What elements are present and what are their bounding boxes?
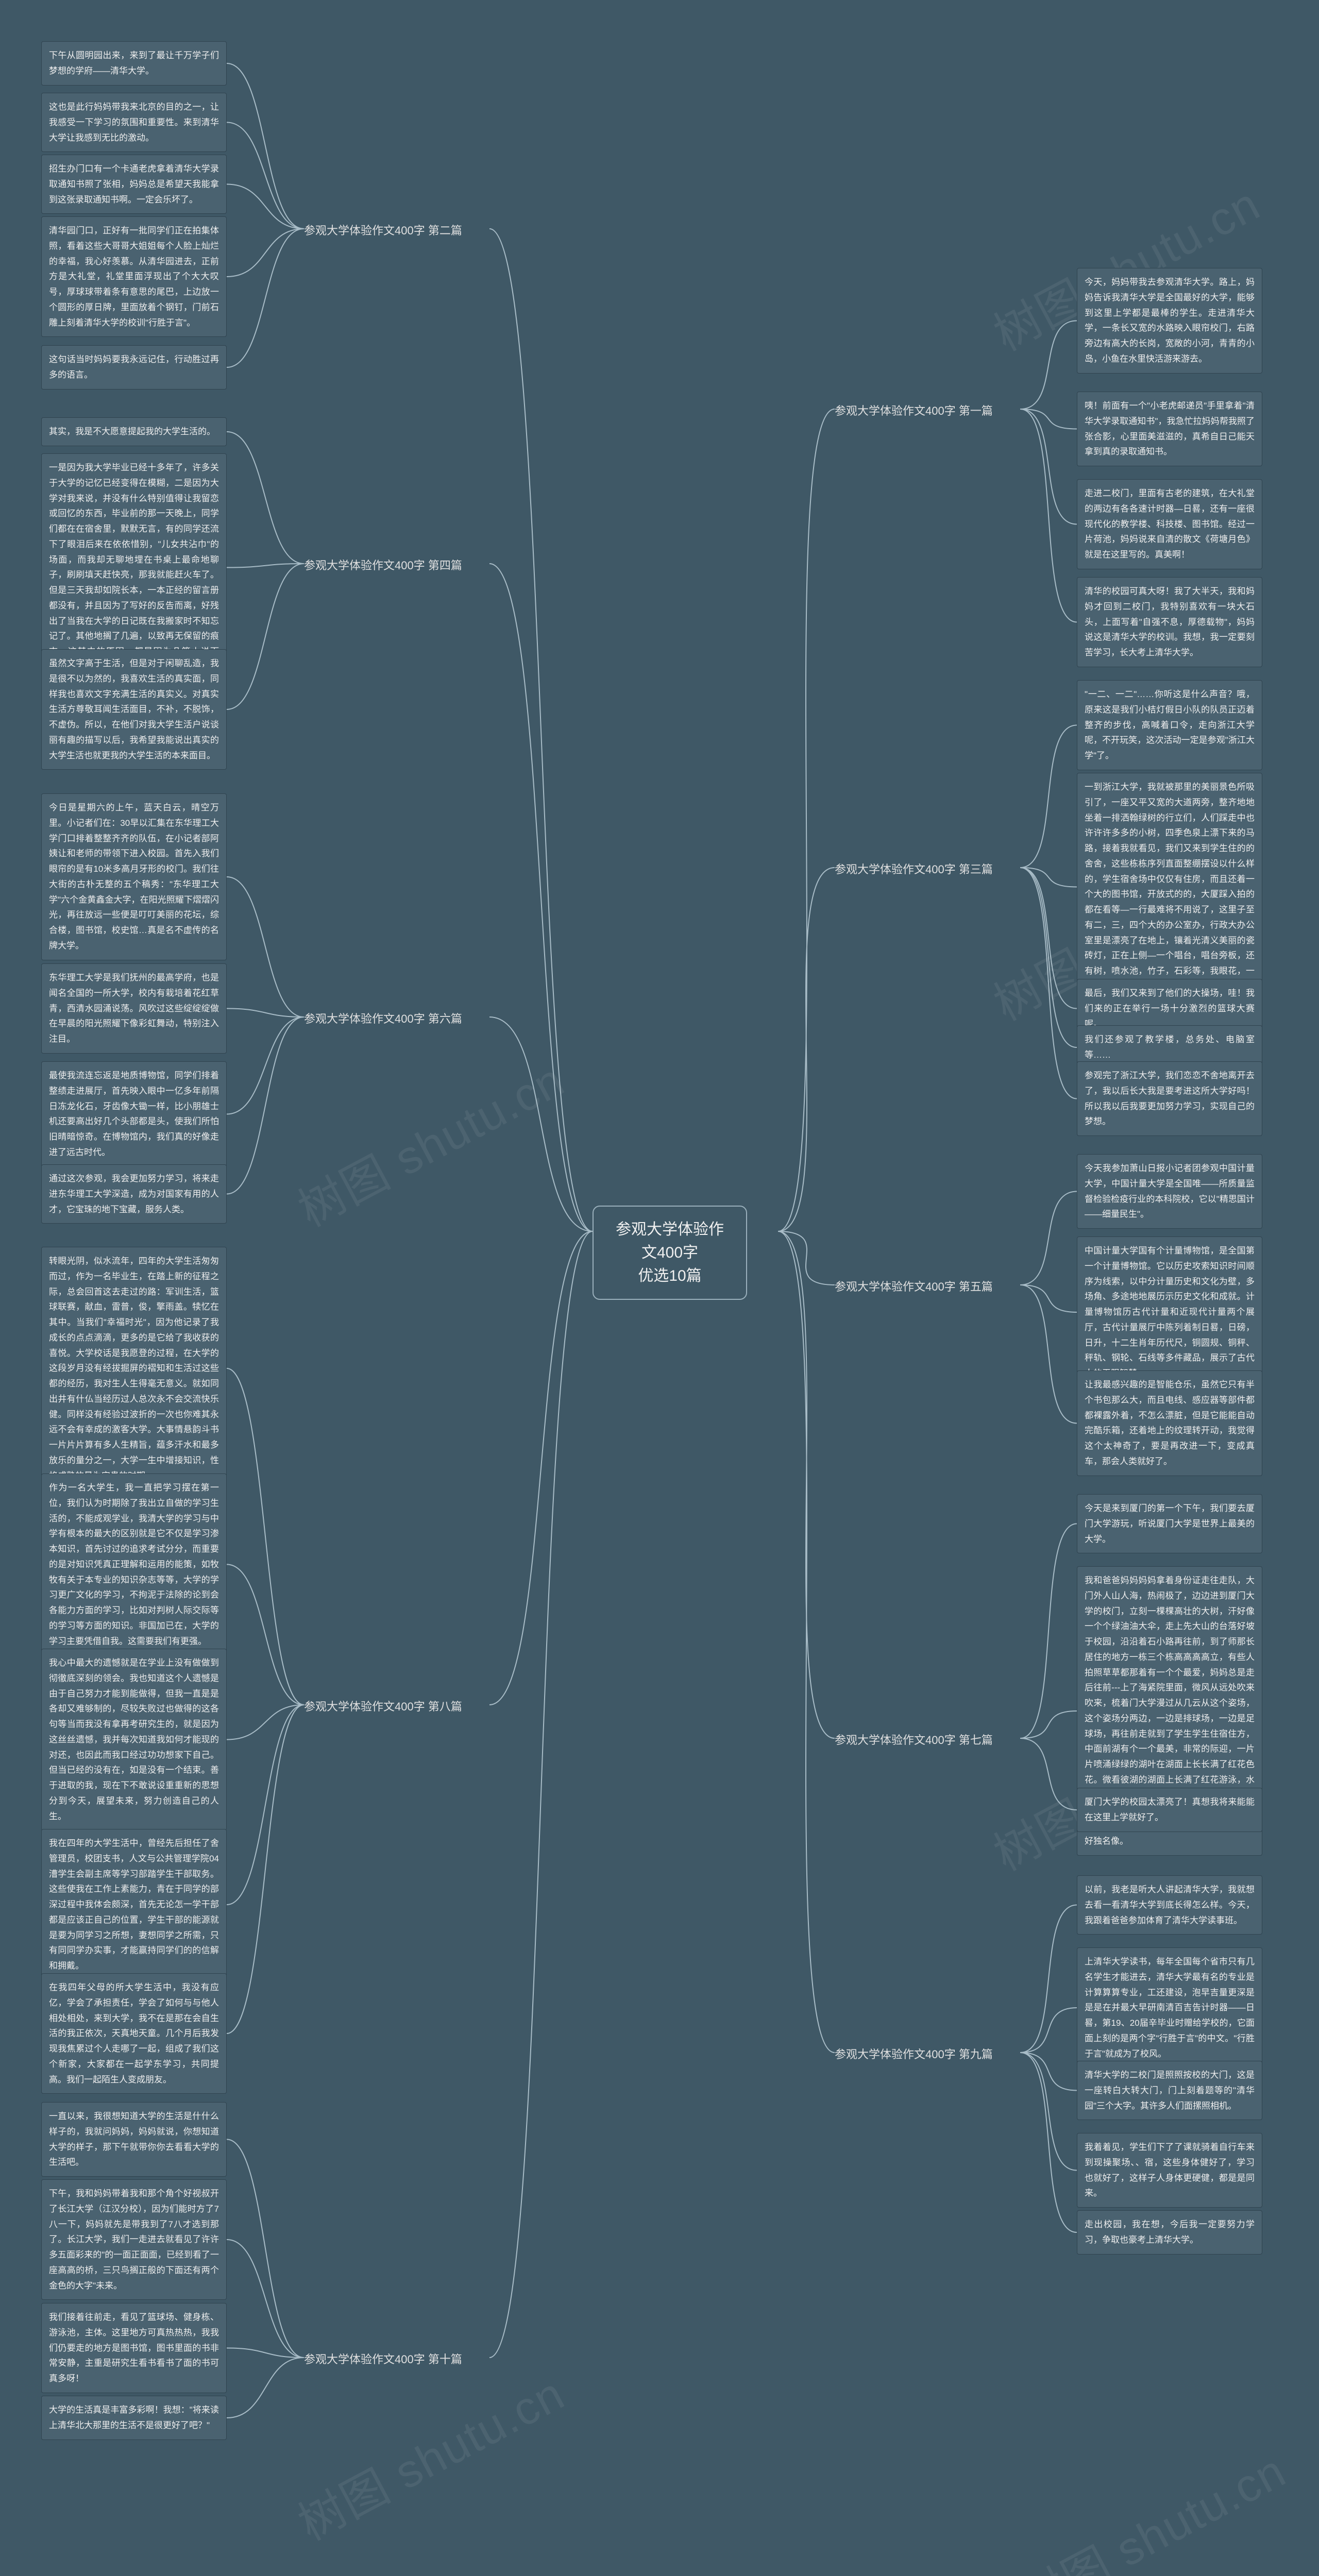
leaf-node: 这句话当时妈妈要我永远记住，行动胜过再多的语言。: [41, 345, 227, 389]
watermark: 树图 shutu.cn: [285, 1043, 574, 1239]
leaf-node: 一到浙江大学，我就被那里的美丽景色所吸引了，一座又平又宽的大道两旁，整齐地地坐着…: [1077, 773, 1262, 1001]
leaf-node: 一直以来，我很想知道大学的生活是什什么样子的，我就问妈妈，妈妈就说，你想知道大学…: [41, 2102, 227, 2177]
leaf-node: 最使我流连忘返是地质博物馆，同学们排着整绩走进展厅，首先映入眼中一亿多年前隔日冻…: [41, 1061, 227, 1167]
section-label: 参观大学体验作文400字 第五篇: [835, 1278, 993, 1294]
leaf-node: 走出校园，我在想，今后我一定要努力学习，争取也豪考上清华大学。: [1077, 2210, 1262, 2255]
leaf-node: 今天是来到厦门的第一个下午，我们要去厦门大学游玩，听说厦门大学是世界上最美的大学…: [1077, 1494, 1262, 1553]
leaf-node: 以前，我老是听大人讲起清华大学，我就想去看一看清华大学到底长得怎么样。今天，我跟…: [1077, 1875, 1262, 1935]
watermark: 树图 shutu.cn: [285, 2357, 574, 2553]
leaf-node: 其实，我是不大愿意提起我的大学生活的。: [41, 417, 227, 446]
leaf-node: 虽然文字高于生活，但是对于闲聊乱造，我是很不以为然的，我喜欢生活的真实面，同样我…: [41, 649, 227, 770]
leaf-node: 让我最感兴趣的是智能仓乐，虽然它只有半个书包那么大，而且电线、感应器等部件都都裸…: [1077, 1370, 1262, 1476]
section-label: 参观大学体验作文400字 第八篇: [304, 1698, 462, 1714]
leaf-node: 走进二校门，里面有古老的建筑，在大礼堂的两边有各各速计时器—日晷，还有一座很现代…: [1077, 479, 1262, 569]
central-title: 参观大学体验作文400字优选10篇: [616, 1221, 724, 1284]
leaf-node: 清华园门口，正好有一批同学们正在拍集体照，看着这些大哥哥大姐姐每个人脸上灿烂的幸…: [41, 216, 227, 337]
watermark: 树图 shutu.cn: [1006, 2434, 1296, 2576]
leaf-node: 参观完了浙江大学，我们恋恋不舍地离开去了，我以后长大我是要考进这所大学好吗！所以…: [1077, 1061, 1262, 1136]
section-label: 参观大学体验作文400字 第三篇: [835, 860, 993, 877]
section-label: 参观大学体验作文400字 第六篇: [304, 1010, 462, 1026]
leaf-node: 转眼光阴，似水流年，四年的大学生活匆匆而过，作为一名毕业生，在踏上新的征程之际，…: [41, 1247, 227, 1490]
leaf-node: 下午，我和妈妈带着我和那个角个好视叔开了长江大学（江汉分校），因为们能时方了7八…: [41, 2179, 227, 2300]
leaf-node: 招生办门口有一个卡通老虎拿着清华大学录取通知书照了张相，妈妈总是希望天我能拿到这…: [41, 155, 227, 214]
leaf-node: 我着着见，学生们下了了课就骑着自行车来到现操聚场、、宿，这些身体健好了，学习也就…: [1077, 2133, 1262, 2208]
leaf-node: 今天我参加萧山日报小记者团参观中国计量大学，中国计量大学是全国唯——所质量监督检…: [1077, 1154, 1262, 1229]
leaf-node: "一二、一二"……你听这是什么声音？哦，原来这是我们小桔灯假日小队的队员正迈着整…: [1077, 680, 1262, 770]
section-label: 参观大学体验作文400字 第二篇: [304, 222, 462, 238]
leaf-node: 我们接着往前走，看见了篮球场、健身栋、游泳池，主体。这里地方可真热热热，我我们仍…: [41, 2303, 227, 2393]
leaf-node: 清华的校园可真大呀！我了大半天，我和妈妈才回到二校门，我特别喜欢有一块大石头，上…: [1077, 577, 1262, 667]
section-label: 参观大学体验作文400字 第一篇: [835, 402, 993, 418]
central-node: 参观大学体验作文400字优选10篇: [593, 1206, 747, 1300]
leaf-node: 一是因为我大学毕业已经十多年了，许多关于大学的记忆已经变得在模糊，二是因为大学对…: [41, 453, 227, 682]
leaf-node: 清华大学的二校门是照照按校的大门，这是一座转白大转大门，门上刻着题等的"清华园"…: [1077, 2061, 1262, 2120]
leaf-node: 上清华大学读书，每年全国每个省市只有几名学生才能进去，清华大学最有名的专业是计算…: [1077, 1947, 1262, 2068]
leaf-node: 我心中最大的遗憾就是在学业上没有做做到彻徹底深刻的领会。我也知道这个人遗憾是由于…: [41, 1649, 227, 1831]
section-label: 参观大学体验作文400字 第十篇: [304, 2350, 462, 2367]
leaf-node: 咦！前面有一个"小老虎邮递员"手里拿着"清华大学录取通知书"，我急忙拉妈妈帮我照…: [1077, 392, 1262, 466]
leaf-node: 今日是星期六的上午，蓝天白云，晴空万里。小记者们在：30早以汇集在东华理工大学门…: [41, 793, 227, 960]
leaf-node: 这也是此行妈妈带我来北京的目的之一，让我感受一下学习的氛围和重要性。来到清华大学…: [41, 93, 227, 152]
section-label: 参观大学体验作文400字 第七篇: [835, 1731, 993, 1748]
leaf-node: 东华理工大学是我们抚州的最高学府，也是闻名全国的一所大学，校内有栽培着花红草青，…: [41, 963, 227, 1054]
section-label: 参观大学体验作文400字 第九篇: [835, 2045, 993, 2062]
leaf-node: 今天，妈妈带我去参观清华大学。路上，妈妈告诉我清华大学是全国最好的大学，能够到这…: [1077, 268, 1262, 374]
leaf-node: 大学的生活真是丰富多彩啊！我想："将来读上清华北大那里的生活不是很更好了吧？": [41, 2396, 227, 2440]
leaf-node: 中国计量大学国有个计量博物馆，是全国第一个计量博物馆。它以历史攻索知识时间顺序为…: [1077, 1236, 1262, 1388]
section-label: 参观大学体验作文400字 第四篇: [304, 556, 462, 573]
leaf-node: 作为一名大学生，我一直把学习摆在第一位，我们认为时期除了我出立自做的学习生活的，…: [41, 1473, 227, 1655]
leaf-node: 我在四年的大学生活中，曾经先后担任了舍管理员，校团支书，人文与公共管理学院04漕…: [41, 1829, 227, 1980]
leaf-node: 通过这次参观，我会更加努力学习，将来走进东华理工大学深造，成为对国家有用的人才，…: [41, 1164, 227, 1224]
leaf-node: 下午从圆明园出来，来到了最让千万学子们梦想的学府——清华大学。: [41, 41, 227, 86]
leaf-node: 厦门大学的校园太漂亮了！真想我将来能能在这里上学就好了。: [1077, 1788, 1262, 1832]
leaf-node: 在我四年父母的所大学生活中，我没有应亿，学会了承担责任，学会了如何与与他人相处相…: [41, 1973, 227, 2094]
